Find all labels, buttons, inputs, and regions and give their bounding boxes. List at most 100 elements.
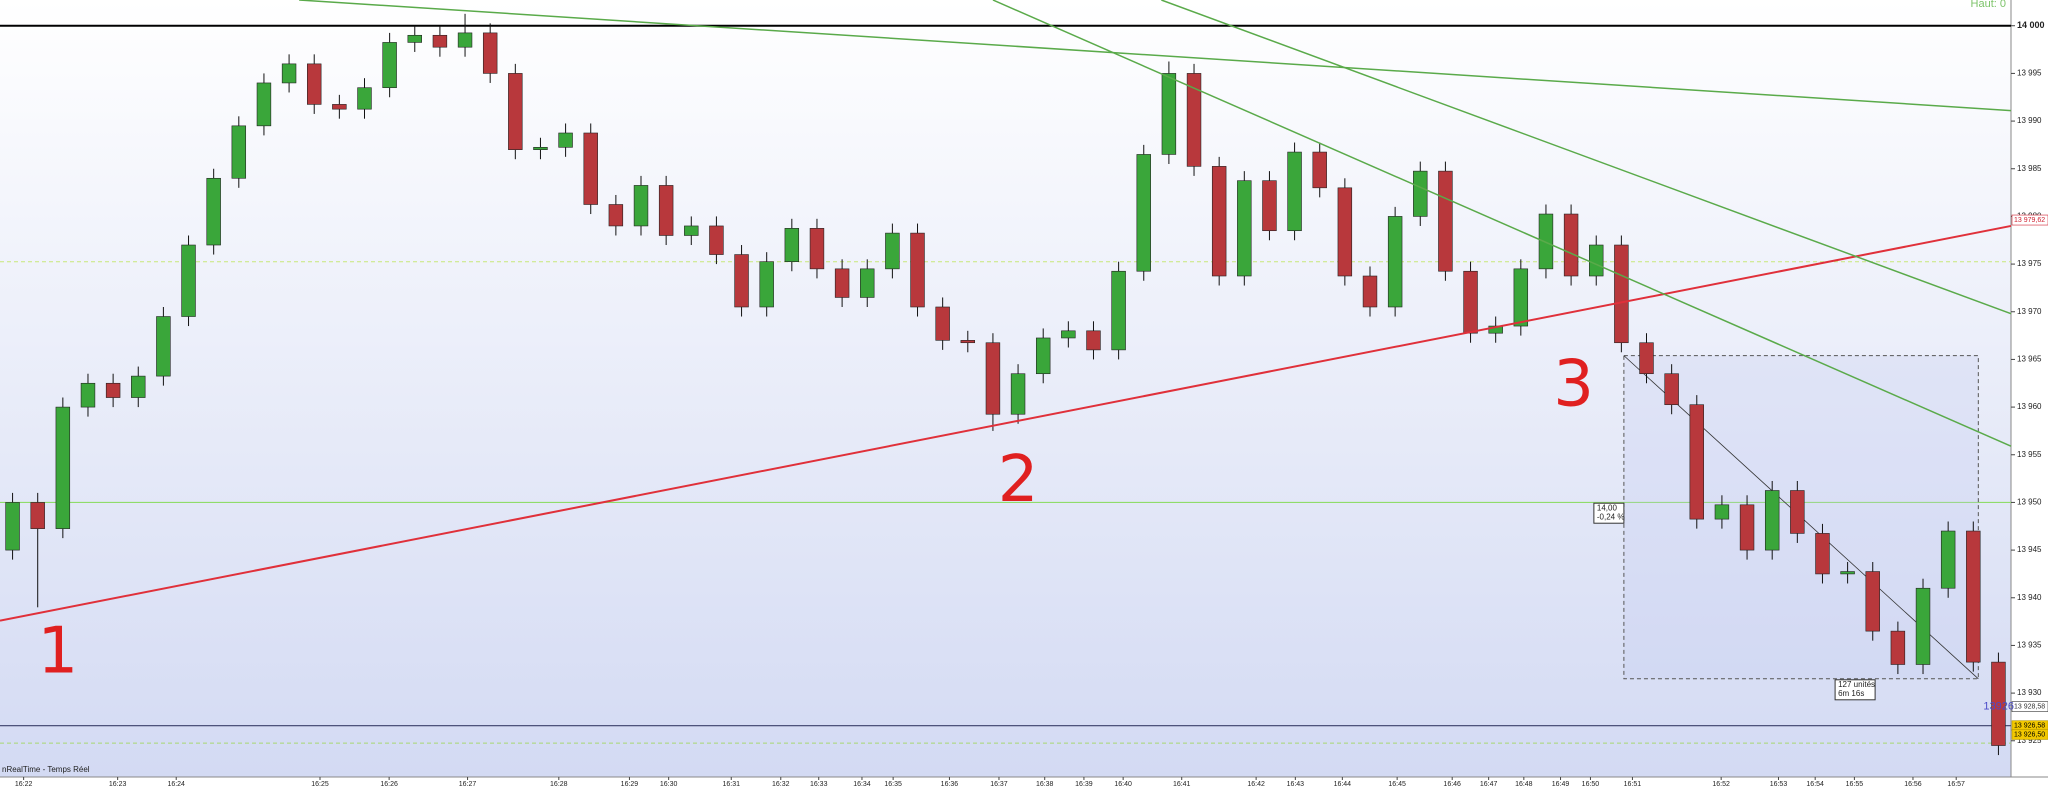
x-tick-label: 16:35: [884, 781, 902, 788]
x-tick-label: 16:27: [459, 781, 477, 788]
candle-body: [684, 225, 699, 236]
x-tick-label: 16:46: [1443, 781, 1461, 788]
measure-label: 6m 16s: [1838, 689, 1864, 698]
candle-body: [1915, 587, 1931, 665]
y-tick-label: 13 965: [2017, 355, 2042, 364]
candle-body: [1312, 151, 1327, 189]
candle-body: [307, 63, 322, 105]
y-tick-label: 14 000: [2017, 20, 2045, 30]
x-tick-label: 16:37: [990, 781, 1008, 788]
candle-body: [1865, 571, 1880, 632]
x-tick-label: 16:36: [941, 781, 959, 788]
candle-body: [1513, 268, 1529, 327]
candle-body: [432, 34, 448, 48]
x-tick-label: 16:56: [1904, 781, 1922, 788]
y-tick-label: 13 935: [2017, 641, 2042, 650]
candle-body: [1337, 187, 1353, 277]
y-tick-label: 13 995: [2017, 69, 2042, 78]
y-tick-label: 13 945: [2017, 545, 2042, 554]
x-tick-label: 16:49: [1552, 781, 1570, 788]
candle-body: [834, 268, 850, 298]
x-tick-label: 16:52: [1712, 781, 1730, 788]
candle-body: [960, 340, 976, 344]
y-tick-label: 13 960: [2017, 402, 2042, 411]
candle-body: [1639, 342, 1654, 375]
candle-body: [156, 316, 171, 377]
y-tick-label: 13 930: [2017, 688, 2042, 697]
price-tag: [2011, 214, 2048, 226]
x-tick-label: 16:50: [1582, 781, 1600, 788]
candle-body: [1211, 166, 1227, 277]
candle-body: [407, 34, 422, 43]
candle-body: [1790, 490, 1805, 534]
candle-body: [1438, 170, 1453, 272]
y-tick-label: 13 940: [2017, 593, 2042, 602]
x-tick-label: 16:25: [311, 781, 329, 788]
y-tick-label: 13 985: [2017, 164, 2042, 173]
y-tick-label: 13 925: [2017, 736, 2042, 745]
candle-body: [558, 132, 573, 148]
candle-body: [1237, 180, 1252, 277]
x-tick-label: 16:22: [15, 781, 33, 788]
candle-body: [1413, 170, 1428, 217]
price-tag-label: 13 926,58: [2014, 723, 2045, 730]
candle-body: [1161, 73, 1177, 155]
y-tick-label: 13 970: [2017, 307, 2042, 316]
candle-body: [1086, 330, 1101, 351]
x-tick-label: 16:29: [621, 781, 639, 788]
measure-label-box: [1593, 502, 1625, 524]
candle-body: [1287, 151, 1302, 232]
trend-line: [992, 0, 2012, 447]
x-tick-label: 16:47: [1480, 781, 1498, 788]
trend-line: [299, 0, 2012, 112]
candle-body: [105, 382, 121, 398]
candle-body: [1136, 154, 1151, 272]
price-axis: [2011, 0, 2048, 788]
top-label: Haut: 0: [1971, 0, 2006, 10]
x-tick-label: 16:28: [550, 781, 568, 788]
x-tick-label: 16:40: [1114, 781, 1132, 788]
candle-body: [1362, 275, 1378, 308]
x-tick-label: 16:31: [722, 781, 740, 788]
candle-body: [633, 185, 649, 227]
candle-body: [30, 502, 45, 529]
candle-body: [1689, 404, 1704, 520]
x-tick-label: 16:26: [380, 781, 398, 788]
x-tick-label: 16:53: [1770, 781, 1788, 788]
x-tick-label: 16:23: [109, 781, 127, 788]
y-tick-label: 13 955: [2017, 450, 2042, 459]
candle-body: [1463, 270, 1478, 334]
candle-body: [231, 125, 247, 179]
x-tick-label: 16:30: [660, 781, 678, 788]
annotation: 2: [998, 443, 1039, 517]
candle-body: [281, 63, 297, 84]
candle-body: [80, 382, 96, 408]
candle-body: [206, 177, 221, 246]
candle-body: [1010, 373, 1026, 415]
candle-body: [1739, 504, 1755, 551]
candle-body: [1966, 530, 1981, 663]
candle-body: [784, 228, 800, 263]
candle-body: [533, 146, 548, 150]
price-tag: [2011, 729, 2048, 740]
x-tick-label: 16:32: [772, 781, 790, 788]
source: nRealTime - Temps Réel: [2, 765, 90, 774]
candle-body: [55, 406, 71, 529]
y-tick-label: 13 950: [2017, 498, 2042, 507]
x-tick-label: 16:54: [1806, 781, 1824, 788]
candle-body: [809, 228, 825, 270]
candle-body: [1815, 533, 1830, 575]
candle-body: [1589, 244, 1604, 277]
measure-label: 127 unités: [1838, 680, 1875, 689]
x-tick-label: 16:24: [167, 781, 185, 788]
candle-body: [1664, 373, 1679, 406]
candle-body: [508, 73, 523, 150]
x-tick-label: 16:34: [853, 781, 871, 788]
annotation: 1: [37, 615, 78, 689]
candle-body: [860, 268, 875, 298]
x-tick-label: 16:45: [1388, 781, 1406, 788]
candle-body: [1061, 330, 1076, 339]
candle-body: [5, 502, 20, 551]
last-price-marker: 13926: [1983, 700, 2014, 712]
candle-body: [1890, 630, 1906, 665]
